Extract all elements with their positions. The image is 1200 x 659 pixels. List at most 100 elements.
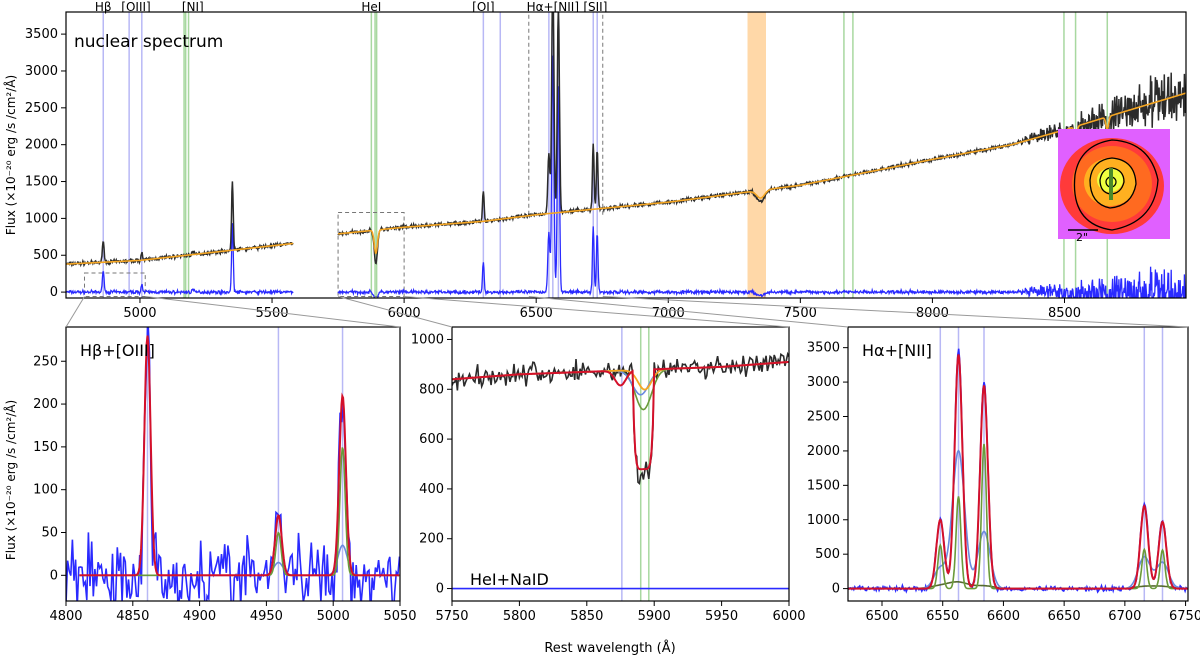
emission-line-label: [NI]	[182, 0, 204, 14]
bc-ytick-label: 400	[419, 482, 444, 497]
bl-frame	[65, 326, 401, 602]
top-xtick-label: 6500	[520, 306, 553, 321]
residual-spectrum-line	[66, 223, 294, 297]
br-ytick-label: 2500	[807, 409, 840, 424]
zoom-connector-line	[65, 296, 85, 328]
br-ytick-label: 2000	[807, 444, 840, 459]
zoom-box	[83, 272, 146, 298]
top-ytick-label: 1500	[25, 175, 58, 190]
bl-xtick-label: 4800	[49, 609, 82, 624]
bc-frame	[451, 326, 790, 602]
br-xtick-label: 6500	[865, 609, 898, 624]
bl-xtick-label: 5050	[383, 609, 416, 624]
y-axis-label-bottom: Flux (×10⁻²⁰ erg /s /cm²/Å)	[3, 400, 18, 560]
top-xtick-label: 8500	[1048, 306, 1081, 321]
emission-line-label: Hβ	[95, 0, 112, 14]
bc-ytick-label: 200	[419, 532, 444, 547]
stellar-model-line	[66, 242, 294, 265]
top-ytick-label: 3500	[25, 27, 58, 42]
emission-line-label: [OI]	[472, 0, 494, 14]
emission-line-label: HeI	[361, 0, 381, 14]
zoom-connectors	[65, 296, 1189, 328]
fit-total-line	[452, 360, 789, 471]
fit-fit_total-line	[848, 354, 1188, 590]
bc-ytick-label: 0	[436, 582, 444, 597]
stellar-model-line	[337, 92, 1186, 254]
emission-line-label: [SII]	[583, 0, 607, 14]
observed-spectrum-line	[452, 351, 789, 486]
zoom-connector-line	[337, 296, 453, 328]
bl-ytick-label: 150	[33, 440, 58, 455]
halpha-nii-panel: 6500 6550 6600 6650 6700 6750 0 500 1000 1500 2000…	[807, 326, 1200, 624]
bc-plot-area	[452, 327, 789, 601]
zoom-connector-line	[528, 296, 849, 328]
bl-ytick-label: 0	[50, 568, 58, 583]
hbeta-oiii-panel: 4800 4850 4900 4950 5000 5050 0 50 100 150 200 250 H…	[33, 326, 417, 624]
br-ytick-label: 3500	[807, 341, 840, 356]
bl-ytick-label: 50	[41, 526, 58, 541]
zoom-connector-line	[602, 296, 1189, 328]
top-frame	[65, 11, 1187, 299]
y-axis-label-top: Flux (×10⁻²⁰ erg /s /cm²/Å)	[3, 75, 18, 235]
residual-spectrum-line	[337, 54, 1186, 298]
observed-spectrum-line	[337, 12, 1186, 265]
br-ytick-label: 3000	[807, 375, 840, 390]
halpha-panel-title: Hα+[NII]	[862, 341, 932, 360]
br-xtick-label: 6600	[987, 609, 1020, 624]
hei-naid-panel-title: HeI+NaID	[470, 570, 549, 589]
bc-xtick-label: 5900	[638, 609, 671, 624]
bl-xtick-label: 4950	[250, 609, 283, 624]
fit-fit_total-line	[79, 335, 400, 577]
br-frame	[847, 326, 1189, 602]
bl-xtick-label: 4850	[116, 609, 149, 624]
inset-scale-label: 2"	[1076, 231, 1088, 244]
top-ytick-label: 1000	[25, 211, 58, 226]
bc-xtick-label: 6000	[772, 609, 805, 624]
ifu-inset-map: 2"	[1058, 129, 1170, 244]
top-ytick-label: 500	[33, 248, 58, 263]
top-xtick-label: 6000	[388, 306, 421, 321]
br-ytick-label: 500	[815, 547, 840, 562]
masked-region	[747, 12, 766, 298]
hbeta-panel-title: Hβ+[OIII]	[80, 341, 155, 360]
zoom-box	[337, 211, 405, 298]
bl-xtick-label: 4900	[183, 609, 216, 624]
bc-xtick-label: 5950	[705, 609, 738, 624]
bc-xtick-label: 5750	[435, 609, 468, 624]
bl-ytick-label: 200	[33, 397, 58, 412]
bl-xtick-label: 5000	[317, 609, 350, 624]
zoom-connector-line	[145, 296, 401, 328]
br-xtick-label: 6700	[1108, 609, 1141, 624]
top-xtick-label: 5500	[255, 306, 288, 321]
br-xtick-label: 6650	[1048, 609, 1081, 624]
top-xtick-label: 7500	[784, 306, 817, 321]
br-ytick-label: 1500	[807, 478, 840, 493]
top-ytick-label: 0	[50, 285, 58, 300]
br-ytick-label: 0	[832, 582, 840, 597]
bc-ytick-label: 1000	[411, 332, 444, 347]
br-plot-area	[848, 327, 1188, 601]
bc-xtick-label: 5800	[503, 609, 536, 624]
x-axis-label: Rest wavelength (Å)	[544, 640, 675, 656]
br-xtick-label: 6750	[1169, 609, 1200, 624]
br-xtick-label: 6550	[926, 609, 959, 624]
top-ytick-label: 2500	[25, 101, 58, 116]
observed-spectrum-line	[66, 181, 294, 268]
top-plot-area	[66, 12, 1186, 298]
hei-naid-panel: 5750 5800 5850 5900 5950 6000 0 200 400 600 800 100…	[411, 326, 806, 624]
observed-spectrum-line	[848, 348, 1188, 594]
br-ytick-label: 1000	[807, 513, 840, 528]
top-xtick-label: 5000	[123, 306, 156, 321]
top-panel-label: nuclear spectrum	[74, 32, 223, 52]
top-ytick-label: 2000	[25, 138, 58, 153]
fit-narrow-line	[79, 447, 400, 577]
bc-ytick-label: 800	[419, 382, 444, 397]
bl-ytick-label: 250	[33, 354, 58, 369]
bl-plot-area	[66, 327, 400, 601]
emission-line-label: Hα+[NII]	[527, 0, 579, 14]
top-ytick-label: 3000	[25, 64, 58, 79]
emission-line-label: [OIII]	[121, 0, 150, 14]
bl-ytick-label: 100	[33, 483, 58, 498]
bc-xtick-label: 5850	[570, 609, 603, 624]
